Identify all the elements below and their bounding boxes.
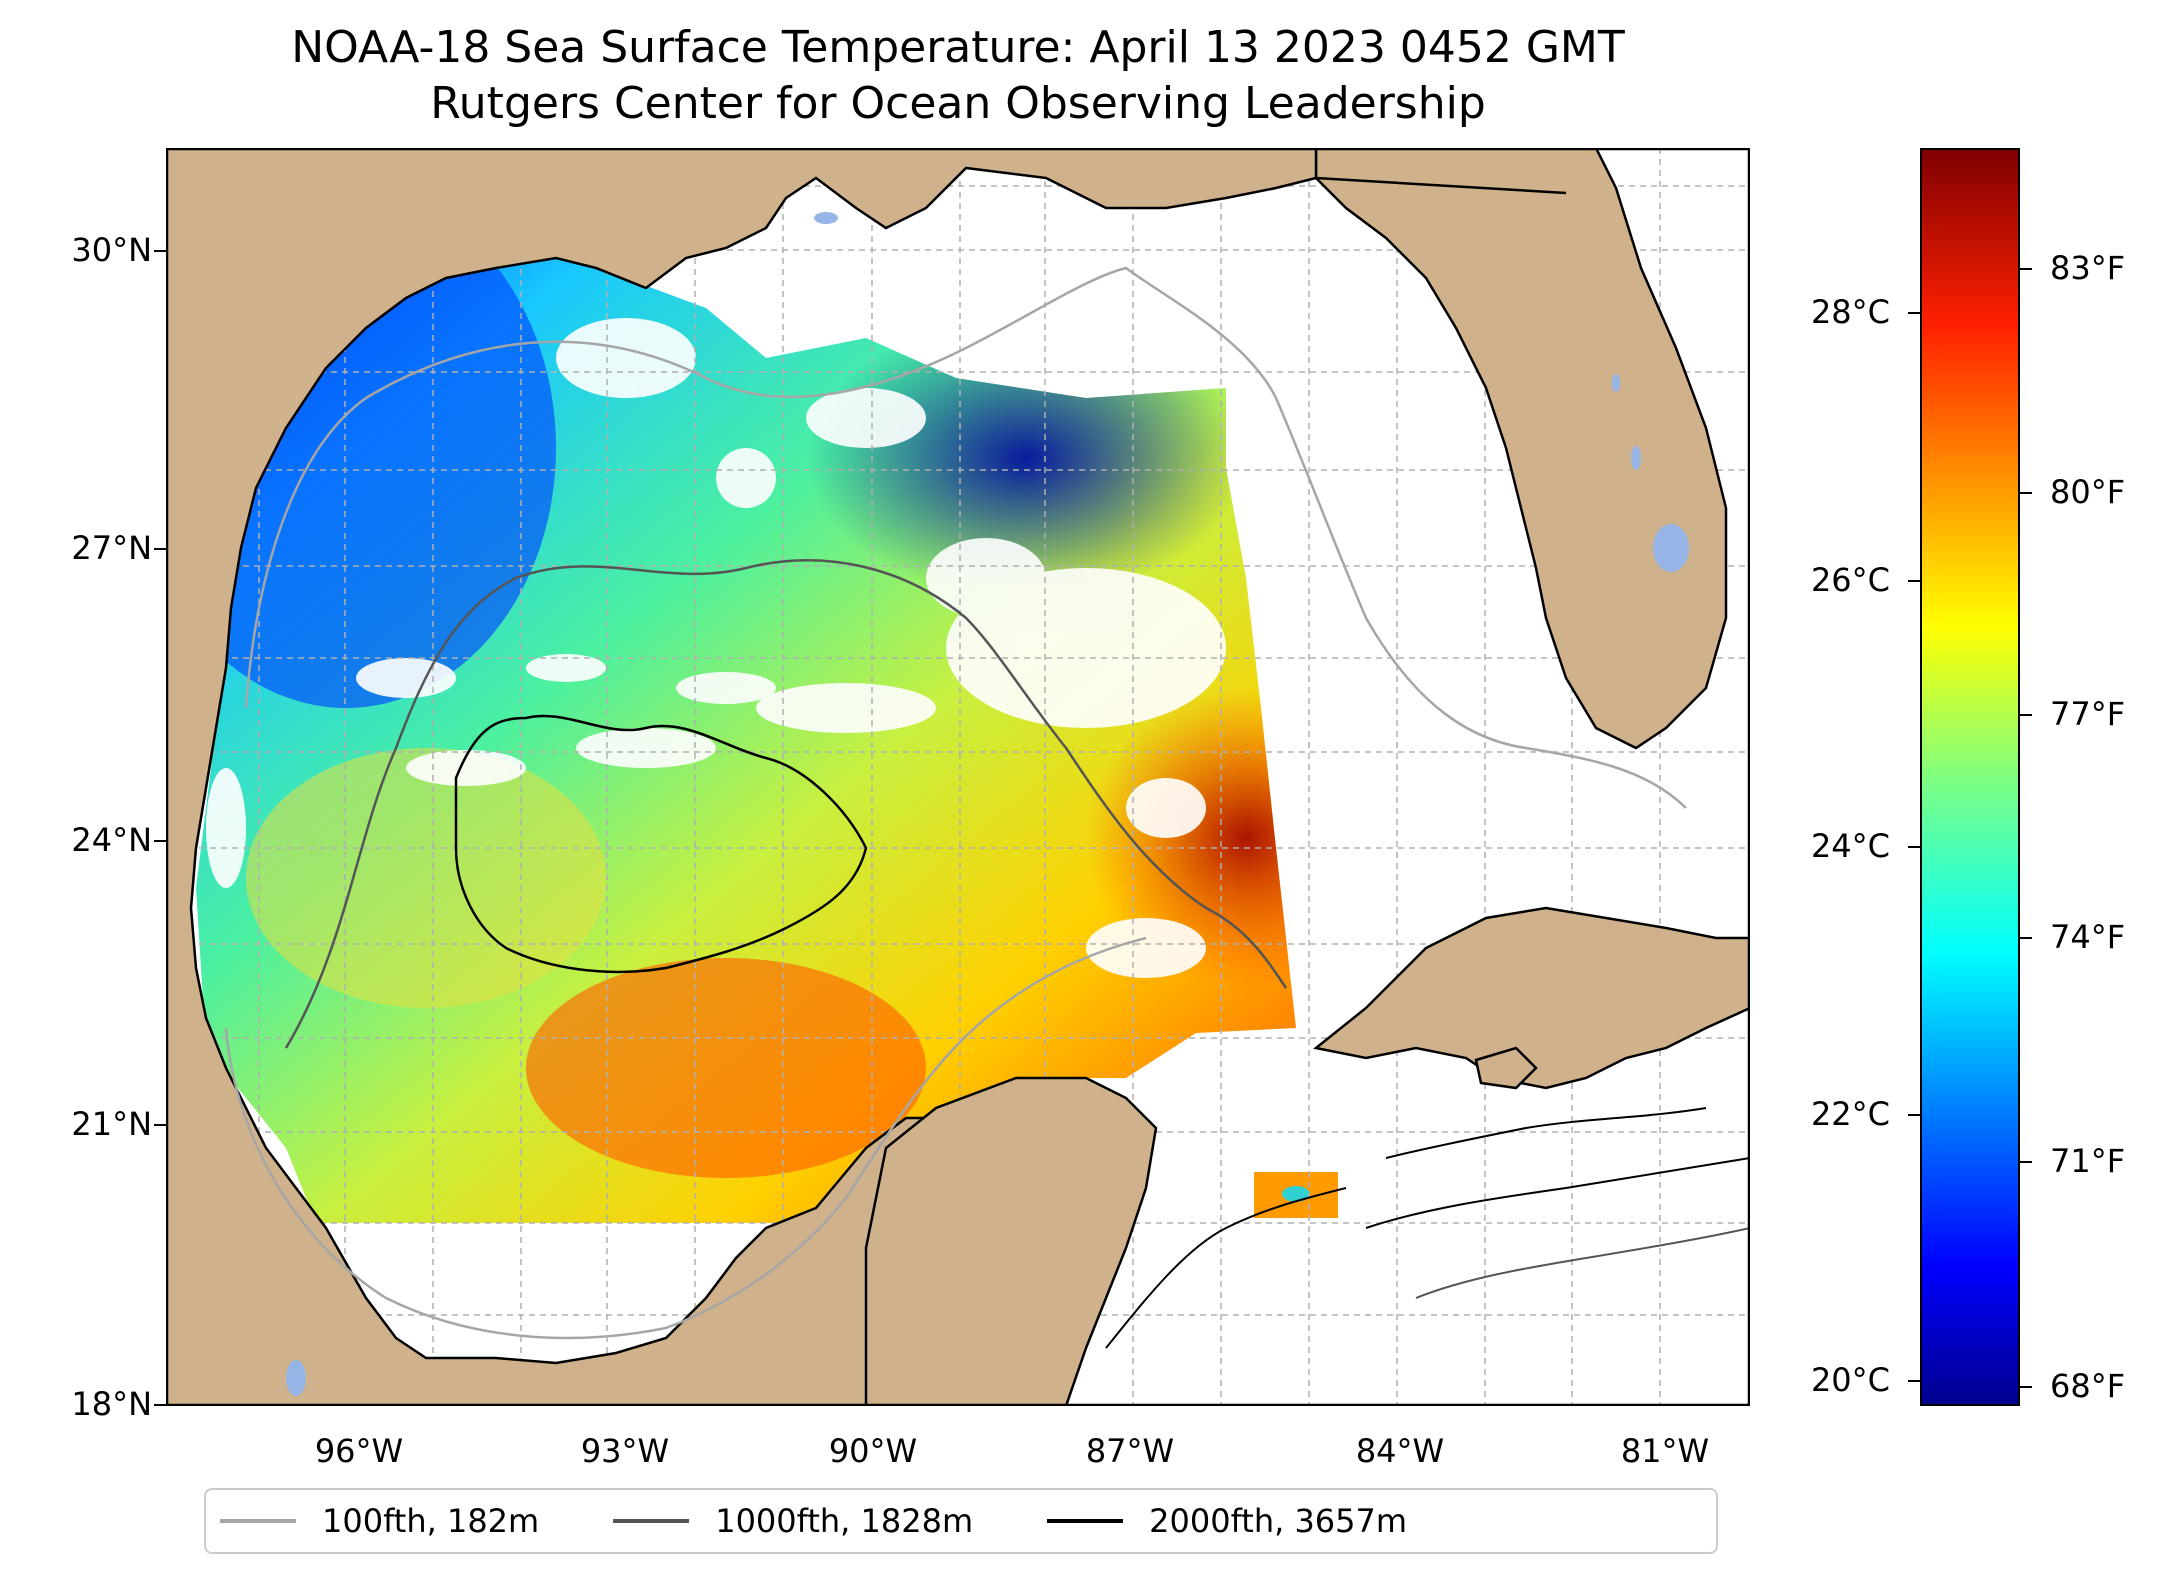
legend-item-100fth: 100fth, 182m (220, 1502, 539, 1540)
xtick-label: 81°W (1620, 1432, 1710, 1470)
cbar-tick (1908, 846, 1920, 848)
cbar-celsius-label: 22°C (1810, 1095, 1890, 1133)
cbar-tick (1908, 312, 1920, 314)
cbar-tick (1908, 1114, 1920, 1116)
legend-line-swatch (220, 1519, 296, 1523)
cbar-fahrenheit-label: 71°F (2050, 1142, 2126, 1180)
ytick-label: 24°N (71, 821, 152, 859)
cbar-tick (1908, 1380, 1920, 1382)
ytick-mark (154, 1124, 166, 1126)
ytick-mark (154, 548, 166, 550)
legend-line-swatch (613, 1519, 690, 1523)
cbar-fahrenheit-label: 83°F (2050, 249, 2126, 287)
xtick-label: 93°W (580, 1432, 670, 1470)
ytick-mark (154, 840, 166, 842)
cbar-celsius-label: 28°C (1810, 293, 1890, 331)
cbar-celsius-label: 20°C (1810, 1361, 1890, 1399)
ytick-mark (154, 1404, 166, 1406)
cbar-celsius-label: 24°C (1810, 827, 1890, 865)
state-boundary (1315, 176, 1567, 195)
xtick-label: 90°W (828, 1432, 918, 1470)
ytick-label: 21°N (71, 1105, 152, 1143)
colorbar-gradient (1922, 150, 2018, 1404)
land (166, 148, 1750, 1406)
chart-title: NOAA-18 Sea Surface Temperature: April 1… (291, 22, 1625, 73)
ytick-label: 18°N (71, 1385, 152, 1423)
cbar-celsius-label: 26°C (1810, 561, 1890, 599)
cbar-fahrenheit-label: 80°F (2050, 473, 2126, 511)
cbar-tick (2020, 268, 2032, 270)
legend-item-1000fth: 1000fth, 1828m (613, 1502, 973, 1540)
cbar-tick (2020, 714, 2032, 716)
map-panel (166, 148, 1750, 1406)
ytick-mark (154, 250, 166, 252)
sst-map (166, 148, 1750, 1406)
cbar-fahrenheit-label: 68°F (2050, 1367, 2126, 1405)
cbar-tick (2020, 1386, 2032, 1388)
cbar-fahrenheit-label: 74°F (2050, 918, 2126, 956)
chart-subtitle: Rutgers Center for Ocean Observing Leade… (430, 78, 1486, 129)
legend: 100fth, 182m 1000fth, 1828m 2000fth, 365… (204, 1488, 1718, 1554)
xtick-label: 96°W (314, 1432, 404, 1470)
xtick-label: 87°W (1085, 1432, 1175, 1470)
legend-label: 1000fth, 1828m (715, 1502, 974, 1540)
colorbar (1920, 148, 2020, 1406)
cbar-tick (2020, 1161, 2032, 1163)
ytick-label: 27°N (71, 529, 152, 567)
cbar-tick (2020, 492, 2032, 494)
legend-item-2000fth: 2000fth, 3657m (1047, 1502, 1407, 1540)
cbar-tick (1908, 580, 1920, 582)
cbar-tick (2020, 937, 2032, 939)
lakes (286, 212, 1689, 1396)
legend-label: 2000fth, 3657m (1149, 1502, 1408, 1540)
legend-label: 100fth, 182m (322, 1502, 540, 1540)
map-frame (166, 148, 1750, 1406)
sst-swath (196, 256, 1296, 1223)
cbar-fahrenheit-label: 77°F (2050, 695, 2126, 733)
xtick-label: 84°W (1355, 1432, 1445, 1470)
bathymetry-contours (224, 266, 1750, 1349)
legend-line-swatch (1047, 1519, 1124, 1523)
ytick-label: 30°N (71, 231, 152, 269)
